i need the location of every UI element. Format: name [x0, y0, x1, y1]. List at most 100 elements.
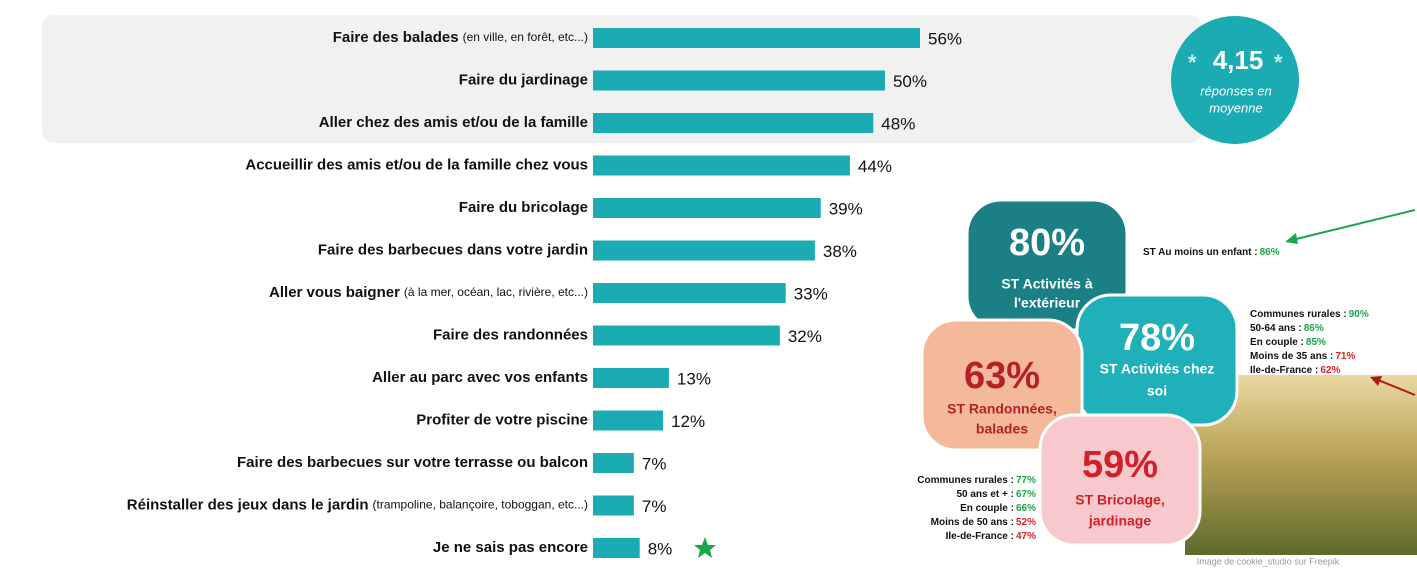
note: En couple :66%: [960, 503, 1036, 514]
note-value: 77%: [1016, 475, 1036, 486]
badge-text: moyenne: [1209, 100, 1262, 115]
bar: [593, 155, 850, 176]
note-label: En couple :: [960, 503, 1014, 514]
note-label: Ile-de-France :: [1250, 365, 1318, 376]
note-value: 90%: [1349, 309, 1369, 320]
category-detail: (en ville, en forêt, etc...): [463, 30, 588, 44]
note-label: En couple :: [1250, 337, 1304, 348]
bar: [593, 28, 920, 48]
note-label: ST Au moins un enfant :: [1143, 247, 1258, 258]
note-value: 52%: [1016, 517, 1036, 528]
bubble: [920, 318, 1084, 452]
notes: ST Au moins un enfant :86%Communes rural…: [917, 247, 1369, 542]
star: [694, 537, 716, 558]
bubble-text: l'extérieur: [1014, 295, 1081, 311]
value-label: 13%: [677, 369, 711, 388]
bar: [593, 70, 885, 91]
category-label: Faire des barbecues dans votre jardin: [318, 241, 588, 258]
value-label: 8%: [648, 539, 673, 558]
arrow-head: [1285, 233, 1298, 244]
category-label: Réinstaller des jeux dans le jardin (tram…: [127, 496, 588, 513]
note-value: 86%: [1304, 323, 1324, 334]
category-label: Aller chez des amis et/ou de la famille: [319, 114, 588, 131]
arrow-head: [1370, 376, 1382, 386]
bar: [593, 368, 669, 388]
bar: [593, 198, 821, 218]
note: En couple :85%: [1250, 337, 1326, 348]
bubbles: 80% ST Activités à l'extérieur 78% ST Activi…: [920, 198, 1239, 547]
category-name: Aller au parc avec vos enfants: [372, 369, 588, 386]
note-value: 62%: [1320, 365, 1340, 376]
note-label: Moins de 35 ans :: [1250, 351, 1333, 362]
category-name: Faire des barbecues sur votre terrasse o…: [237, 454, 588, 471]
note: 50-64 ans :86%: [1250, 323, 1324, 334]
category-label: Aller vous baigner (à la mer, océan, lac,…: [269, 284, 588, 301]
category-label: Aller au parc avec vos enfants: [372, 369, 588, 386]
value-label: 48%: [881, 114, 915, 133]
bar-chart: Faire des balades (en ville, en forêt, et…: [127, 28, 962, 558]
value-label: 12%: [671, 412, 705, 431]
category-detail: (trampoline, balançoire, toboggan, etc..…: [373, 498, 588, 512]
category-name: Profiter de votre piscine: [416, 411, 588, 428]
category-name: Faire des randonnées: [433, 326, 588, 343]
note: 50 ans et + :67%: [956, 489, 1036, 500]
category-name: Je ne sais pas encore: [433, 539, 588, 556]
note-label: Communes rurales :: [917, 475, 1014, 486]
note-value: 67%: [1016, 489, 1036, 500]
category-label: Faire des barbecues sur votre terrasse o…: [237, 454, 588, 471]
note-label: 50 ans et + :: [956, 489, 1014, 500]
value-label: 7%: [642, 497, 667, 516]
category-label: Profiter de votre piscine: [416, 411, 588, 428]
category-name: Faire des barbecues dans votre jardin: [318, 241, 588, 258]
category-name: Accueillir des amis et/ou de la famille …: [245, 156, 588, 173]
bubble-text: ST Bricolage,: [1075, 492, 1164, 508]
note-value: 66%: [1016, 503, 1036, 514]
bar: [593, 113, 874, 133]
category-name: Faire du jardinage: [459, 71, 588, 88]
badge: [1171, 16, 1299, 144]
credit: Image de cookie_studio sur Freepik: [1197, 556, 1340, 566]
bar: [593, 283, 786, 303]
category-label: Faire des balades (en ville, en forêt, et…: [333, 29, 588, 46]
value-label: 33%: [794, 284, 828, 303]
badge-decor: *: [1274, 50, 1283, 75]
note-label: Moins de 50 ans :: [931, 517, 1014, 528]
note-value: 85%: [1306, 337, 1326, 348]
value-label: 50%: [893, 72, 927, 91]
bar: [593, 410, 664, 431]
value-label: 44%: [858, 157, 892, 176]
bubble-text: ST Randonnées,: [947, 401, 1057, 417]
category-label: Faire des randonnées: [433, 326, 588, 343]
badge-text: réponses en: [1200, 83, 1272, 98]
bubble-value: 80%: [1009, 222, 1085, 264]
category-label: Faire du bricolage: [459, 199, 588, 216]
bubble: [1038, 413, 1202, 547]
note: ST Au moins un enfant :86%: [1143, 247, 1280, 258]
bar: [593, 240, 815, 261]
bubble-text: soi: [1147, 383, 1167, 399]
note-value: 86%: [1260, 247, 1280, 258]
bubble-value: 63%: [964, 355, 1040, 397]
bar: [593, 325, 780, 346]
category-label: Accueillir des amis et/ou de la famille …: [245, 156, 588, 173]
category-label: Faire du jardinage: [459, 71, 588, 88]
value-label: 7%: [642, 454, 667, 473]
bar: [593, 453, 634, 473]
value-label: 32%: [788, 327, 822, 346]
note-label: Ile-de-France :: [946, 531, 1014, 542]
note-label: 50-64 ans :: [1250, 323, 1302, 334]
bubble-text: ST Activités chez: [1100, 361, 1215, 377]
value-label: 56%: [928, 29, 962, 48]
bubble-text: balades: [976, 421, 1028, 437]
note: Communes rurales :77%: [917, 475, 1036, 486]
category-name: Aller chez des amis et/ou de la famille: [319, 114, 588, 131]
category-detail: (à la mer, océan, lac, rivière, etc...): [404, 285, 588, 299]
bubble-text: ST Activités à: [1001, 276, 1093, 292]
category-name: Réinstaller des jeux dans le jardin: [127, 496, 369, 513]
note-value: 47%: [1016, 531, 1036, 542]
badge-value: 4,15: [1213, 45, 1264, 75]
bar: [593, 495, 634, 516]
bubble-text: jardinage: [1088, 513, 1151, 529]
value-label: 39%: [829, 199, 863, 218]
